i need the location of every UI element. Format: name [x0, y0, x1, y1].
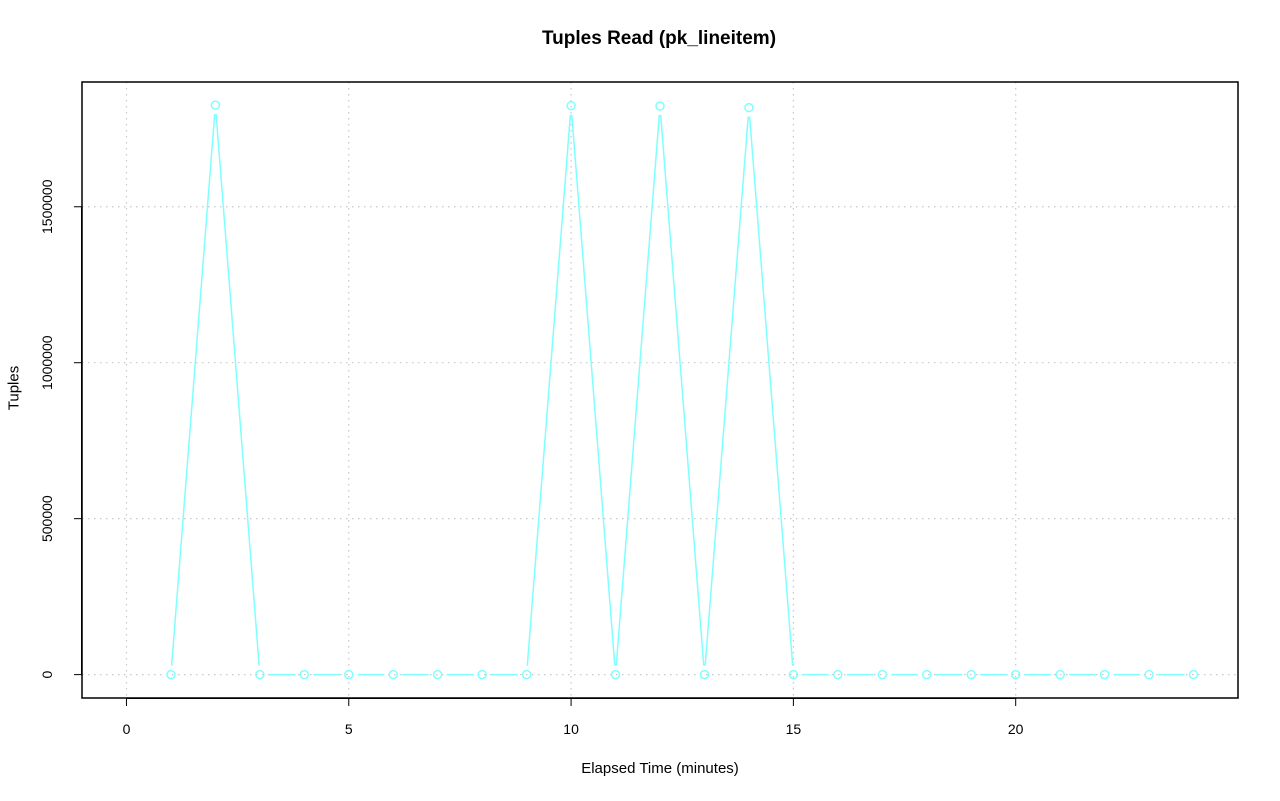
series-line-segment: [704, 116, 749, 666]
series-line-segment: [748, 116, 794, 666]
data-series: [166, 100, 1199, 680]
data-point: [1144, 669, 1154, 680]
data-point: [788, 669, 799, 680]
y-tick-label: 1000000: [39, 335, 55, 390]
data-point: [1055, 669, 1065, 680]
data-point: [299, 669, 310, 680]
x-axis-label: Elapsed Time (minutes): [581, 760, 739, 777]
x-tick-label: 0: [123, 721, 131, 737]
data-point: [833, 669, 843, 680]
x-tick-label: 15: [786, 721, 802, 737]
data-point: [210, 100, 221, 110]
data-point: [966, 669, 976, 680]
data-point: [744, 102, 754, 113]
series-line-segment: [526, 114, 572, 666]
x-tick-label: 10: [563, 721, 579, 737]
series-line-segment: [215, 113, 260, 666]
plot-frame: [81, 81, 1239, 699]
y-tick-label: 500000: [39, 495, 55, 542]
data-point: [344, 669, 354, 680]
data-point: [610, 669, 621, 680]
series-line-segment: [615, 114, 661, 666]
data-point: [255, 669, 265, 680]
data-point: [655, 101, 665, 111]
data-point: [922, 669, 932, 680]
series-line-segment: [170, 113, 216, 666]
x-tick-label: 20: [1008, 721, 1024, 737]
data-point: [566, 100, 576, 111]
grid: [82, 82, 1238, 698]
data-point: [877, 669, 888, 680]
data-point: [1188, 669, 1199, 680]
data-point: [432, 669, 443, 680]
y-tick-label: 1500000: [39, 179, 55, 234]
y-tick-label: 0: [39, 671, 55, 679]
data-point: [521, 669, 532, 680]
x-tick-label: 5: [345, 721, 353, 737]
chart-title: Tuples Read (pk_lineitem): [541, 28, 777, 49]
series-line-segment: [659, 114, 705, 666]
data-point: [388, 669, 398, 680]
data-point: [699, 669, 710, 680]
data-point: [166, 669, 176, 680]
data-point: [1010, 669, 1021, 680]
data-point: [477, 669, 487, 680]
data-point: [1099, 669, 1110, 680]
series-line-segment: [571, 114, 616, 666]
axes: 0 5 10 15 20 0 500000 1000000 1500000: [39, 179, 1024, 737]
